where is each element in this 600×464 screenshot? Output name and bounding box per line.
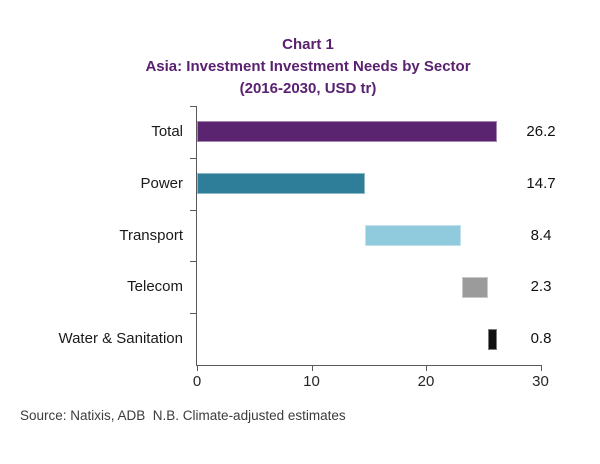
chart-title-line2: Asia: Investment Investment Needs by Sec…	[145, 58, 471, 75]
x-tick-label-10: 10	[303, 373, 320, 390]
category-label-power: Power	[140, 175, 183, 192]
bar-telecom	[461, 277, 488, 298]
chart-title-line3: (2016-2030, USD tr)	[239, 80, 377, 97]
value-label-transport: 8.4	[530, 227, 552, 244]
x-axis-tick-30	[540, 365, 542, 371]
x-tick-label-20: 20	[417, 373, 435, 390]
y-axis-tick	[190, 158, 197, 159]
y-axis-line	[196, 106, 197, 365]
category-label-transport: Transport	[119, 227, 183, 244]
bar-power	[197, 173, 366, 194]
x-tick-label-30: 30	[532, 373, 549, 390]
value-label-total: 26.2	[526, 123, 556, 140]
chart-title: Chart 1 Asia: Investment Investment Need…	[16, 34, 600, 100]
x-tick-label-0: 0	[192, 373, 202, 390]
category-label-total: Total	[151, 123, 183, 140]
y-axis-tick	[190, 106, 197, 107]
x-axis-tick-0	[197, 365, 198, 371]
bar-total	[197, 121, 497, 142]
bar-water-sanitation	[487, 329, 497, 350]
value-label-telecom: 2.3	[530, 278, 552, 295]
y-axis-tick	[190, 210, 197, 211]
value-label-water-sanitation: 0.8	[530, 330, 552, 347]
bar-transport	[365, 225, 462, 246]
y-axis-tick	[190, 261, 197, 262]
y-axis-tick	[190, 313, 197, 314]
chart-title-line1: Chart 1	[282, 36, 334, 53]
x-axis-tick-20	[426, 365, 427, 371]
source-note: Source: Natixis, ADB N.B. Climate-adjust…	[20, 408, 346, 423]
category-label-telecom: Telecom	[127, 278, 183, 295]
value-label-power: 14.7	[526, 175, 556, 192]
x-axis-line	[196, 365, 541, 366]
category-label-water-sanitation: Water & Sanitation	[58, 330, 183, 347]
x-axis-tick-10	[311, 365, 313, 371]
